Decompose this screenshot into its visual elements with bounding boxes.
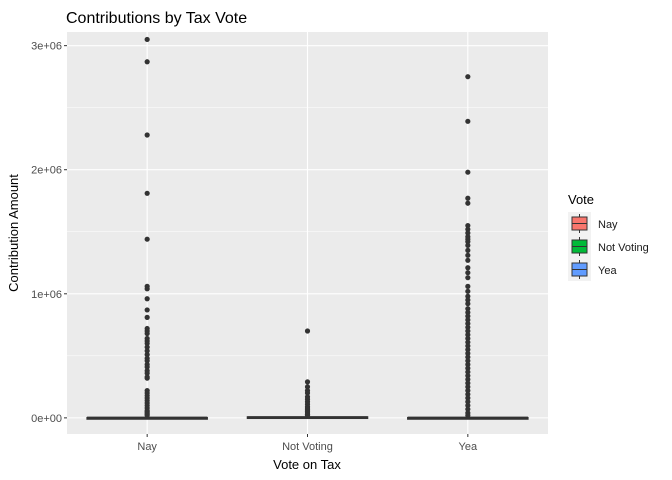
outlier-point: [465, 402, 471, 409]
x-axis-title: Vote on Tax: [273, 457, 341, 472]
outlier-point: [465, 395, 471, 401]
x-tick-label: Nay: [137, 441, 157, 453]
outlier-point: [465, 306, 471, 312]
outlier-point: [144, 340, 150, 347]
y-tick-label: 1e+06: [31, 289, 62, 301]
outlier-point: [465, 74, 471, 80]
x-tick-label: Yea: [459, 441, 478, 453]
outlier-point: [465, 380, 471, 386]
y-tick-label: 2e+06: [31, 165, 62, 177]
outlier-point: [465, 297, 471, 303]
outlier-point: [465, 369, 471, 375]
outlier-point: [144, 296, 150, 302]
outlier-point: [465, 288, 471, 294]
outlier-point: [144, 314, 150, 320]
outlier-point: [465, 301, 471, 307]
outlier-point: [465, 343, 471, 349]
x-axis: Nay Not Voting Yea: [137, 434, 478, 453]
outlier-point: [144, 348, 150, 354]
outlier-point: [465, 317, 471, 323]
outlier-point: [465, 391, 471, 397]
outlier-point: [465, 230, 471, 236]
outlier-point: [144, 358, 150, 364]
outlier-point: [144, 236, 150, 242]
outlier-point: [465, 387, 471, 394]
outlier-point: [465, 257, 471, 263]
outlier-point: [144, 344, 150, 350]
outlier-point: [465, 328, 471, 334]
outlier-point: [144, 132, 150, 138]
outlier-point: [304, 390, 311, 396]
outlier-point: [465, 361, 471, 368]
outlier-point: [144, 364, 150, 370]
outlier-point: [465, 320, 471, 327]
outlier-point: [144, 370, 150, 376]
outlier-point: [304, 328, 311, 334]
outlier-point: [144, 307, 150, 313]
outlier-point: [144, 351, 150, 358]
outlier-point: [465, 265, 471, 271]
y-axis: 0e+00 1e+06 2e+06 3e+06: [31, 41, 67, 425]
outlier-point: [144, 59, 150, 65]
outlier-point: [465, 275, 471, 281]
outlier-point: [304, 379, 311, 385]
outlier-point: [144, 330, 150, 337]
outlier-point: [144, 412, 150, 418]
outlier-point: [304, 384, 311, 390]
outlier-point: [465, 283, 471, 289]
outlier-point: [465, 332, 471, 338]
outlier-point: [465, 239, 471, 245]
outlier-point: [465, 169, 471, 175]
outlier-point: [465, 365, 471, 371]
outlier-point: [465, 399, 471, 405]
outlier-point: [465, 195, 471, 201]
outlier-point: [465, 222, 471, 229]
outlier-point: [465, 226, 471, 232]
outlier-point: [465, 252, 471, 258]
outlier-point: [465, 376, 471, 383]
legend: Vote Nay Not Voting Yea: [568, 192, 649, 281]
outlier-point: [465, 247, 471, 253]
outlier-point: [465, 358, 471, 364]
outlier-point: [144, 375, 150, 381]
outlier-point: [465, 293, 471, 299]
outlier-point: [465, 270, 471, 276]
legend-label: Yea: [598, 265, 617, 277]
outlier-point: [144, 286, 150, 292]
outlier-point: [465, 118, 471, 124]
y-tick-label: 3e+06: [31, 41, 62, 53]
outlier-point: [465, 324, 471, 330]
y-axis-title: Contribution Amount: [6, 174, 21, 292]
outlier-point: [144, 190, 150, 196]
outlier-point: [304, 412, 311, 418]
outlier-point: [144, 36, 150, 43]
outlier-point: [465, 354, 471, 360]
chart-title: Contributions by Tax Vote: [66, 10, 247, 27]
outlier-point: [465, 200, 471, 206]
outlier-point: [465, 350, 471, 356]
outlier-point: [465, 335, 471, 342]
x-tick-label: Not Voting: [282, 441, 333, 453]
outlier-point: [465, 373, 471, 379]
outlier-point: [465, 412, 471, 418]
outlier-point: [465, 309, 471, 316]
outlier-point: [465, 347, 471, 353]
outlier-point: [465, 384, 471, 390]
outlier-layer: [144, 36, 471, 418]
legend-label: Not Voting: [598, 242, 649, 254]
legend-title: Vote: [568, 192, 594, 207]
outlier-point: [465, 313, 471, 319]
y-tick-label: 0e+00: [31, 413, 62, 425]
outlier-point: [465, 339, 471, 345]
legend-label: Nay: [598, 219, 618, 231]
outlier-point: [465, 406, 471, 412]
outlier-point: [465, 242, 471, 249]
